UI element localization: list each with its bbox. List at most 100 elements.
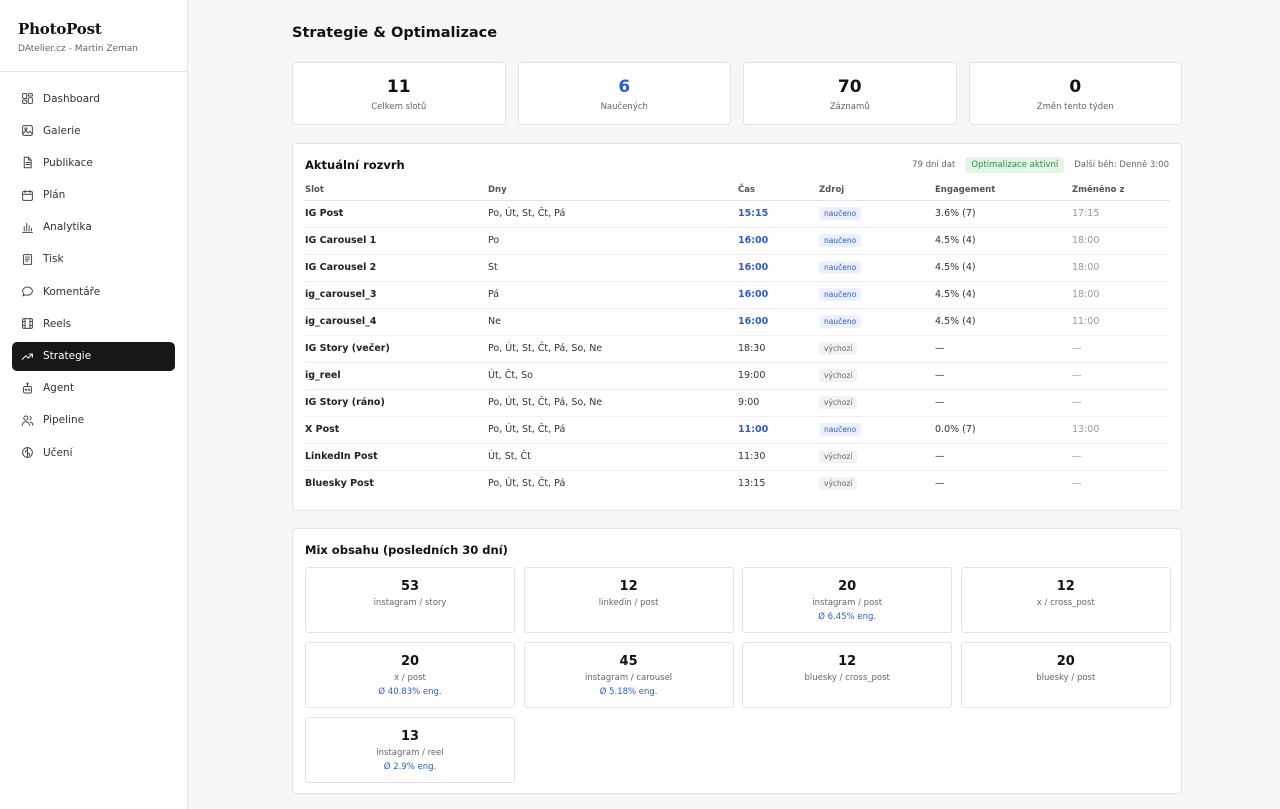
mix-item: 12 linkedin / post xyxy=(523,567,734,633)
schedule-body: IG Post Po, Út, St, Čt, Pá 15:15 naučeno 3.6… xyxy=(305,200,1170,497)
table-row[interactable]: IG Story (večer) Po, Út, St, Čt, Pá, So, … xyxy=(305,335,1170,363)
sidebar-item-dashboard[interactable]: Dashboard xyxy=(12,84,175,113)
sidebar-item-label: Analytika xyxy=(43,221,92,234)
slot-name: ig_reel xyxy=(305,362,488,390)
col-engagement[interactable]: Engagement xyxy=(935,181,1072,201)
table-row[interactable]: IG Carousel 2 St 16:00 naučeno 4.5% (4) 18:00 xyxy=(305,254,1170,282)
slot-days: Po xyxy=(488,227,738,255)
mix-count: 20 xyxy=(1056,654,1075,669)
mix-item: 45 instagram / carousel Ø 5.18% eng. xyxy=(523,642,734,708)
slot-changed-from: — xyxy=(1072,362,1170,390)
slot-source-cell: výchozí xyxy=(819,470,935,497)
table-row[interactable]: IG Post Po, Út, St, Čt, Pá 15:15 naučeno 3.6… xyxy=(305,200,1170,228)
mix-label: instagram / story xyxy=(373,598,447,608)
table-row[interactable]: ig_reel Út, Čt, So 19:00 výchozí — — xyxy=(305,362,1170,390)
schedule-card: Aktuální rozvrh 79 dní dat Optimalizace … xyxy=(292,143,1182,511)
status-badge: Optimalizace aktivní xyxy=(965,157,1065,173)
slot-time: 9:00 xyxy=(738,389,819,417)
sidebar-item-komentare[interactable]: Komentáře xyxy=(12,277,175,306)
brain-icon xyxy=(22,447,33,458)
col-time[interactable]: Čas xyxy=(738,181,819,201)
slot-engagement: 4.5% (4) xyxy=(935,254,1072,282)
print-icon xyxy=(22,254,33,265)
mix-count: 12 xyxy=(838,654,857,669)
sidebar-item-reels[interactable]: Reels xyxy=(12,309,175,338)
slot-days: Út, Čt, So xyxy=(488,362,738,390)
slot-source-cell: naučeno xyxy=(819,254,935,282)
mix-item: 12 x / cross_post xyxy=(960,567,1171,633)
document-icon xyxy=(23,157,32,169)
slot-changed-from: 18:00 xyxy=(1072,281,1170,309)
sidebar-item-uceni[interactable]: Učení xyxy=(12,438,175,467)
sidebar-item-label: Reels xyxy=(43,317,72,330)
table-row[interactable]: LinkedIn Post Út, St, Čt 11:30 výchozí — — xyxy=(305,443,1170,471)
slot-time: 16:00 xyxy=(738,308,819,336)
slot-engagement: — xyxy=(935,335,1072,363)
slot-source-cell: naučeno xyxy=(819,281,935,309)
slot-source-cell: naučeno xyxy=(819,227,935,255)
sidebar-item-plan[interactable]: Plán xyxy=(12,181,175,210)
table-row[interactable]: IG Story (ráno) Po, Út, St, Čt, Pá, So, N… xyxy=(305,389,1170,417)
source-badge: naučeno xyxy=(819,261,862,274)
col-changed[interactable]: Změněno z xyxy=(1072,181,1170,201)
mix-count: 12 xyxy=(619,579,638,594)
table-row[interactable]: ig_carousel_4 Ne 16:00 naučeno 4.5% (4) 11:00 xyxy=(305,308,1170,336)
next-run: Další běh: Denně 3:00 xyxy=(1074,160,1169,170)
table-row[interactable]: Bluesky Post Po, Út, St, Čt, Pá 13:15 výcho… xyxy=(305,470,1170,497)
slot-engagement: 4.5% (4) xyxy=(935,227,1072,255)
slot-changed-from: — xyxy=(1072,335,1170,363)
col-slot[interactable]: Slot xyxy=(305,181,488,201)
table-row[interactable]: ig_carousel_3 Pá 16:00 naučeno 4.5% (4) 18:00 xyxy=(305,281,1170,309)
mix-count: 20 xyxy=(838,579,857,594)
mix-count: 53 xyxy=(400,579,420,594)
sidebar-item-pipeline[interactable]: Pipeline xyxy=(12,406,175,435)
mix-engagement: Ø 2.9% eng. xyxy=(383,762,437,772)
page-title: Strategie & Optimalizace xyxy=(292,25,498,41)
slot-days: St xyxy=(488,254,738,282)
slot-name: IG Carousel 2 xyxy=(305,254,488,282)
schedule-meta: 79 dní dat Optimalizace aktivní Další bě… xyxy=(912,157,1169,173)
col-source[interactable]: Zdroj xyxy=(819,181,935,201)
table-row[interactable]: X Post Po, Út, St, Čt, Pá 11:00 naučeno 0.0%… xyxy=(305,416,1170,444)
slot-name: IG Carousel 1 xyxy=(305,227,488,255)
slot-source-cell: výchozí xyxy=(819,443,935,471)
mix-count: 13 xyxy=(400,729,420,744)
content-mix-card: Mix obsahu (posledních 30 dní) 53 instagr… xyxy=(292,528,1182,794)
stat-label: Naučených xyxy=(600,102,648,112)
sidebar-item-publikace[interactable]: Publikace xyxy=(12,148,175,177)
dashboard-icon xyxy=(22,93,33,104)
mix-count: 12 xyxy=(1056,579,1075,594)
slot-name: ig_carousel_3 xyxy=(305,281,488,309)
slot-changed-from: 11:00 xyxy=(1072,308,1170,336)
slot-engagement: 0.0% (7) xyxy=(935,416,1072,444)
slot-name: Bluesky Post xyxy=(305,478,374,490)
slot-name: IG Story (ráno) xyxy=(305,389,488,417)
sidebar-item-galerie[interactable]: Galerie xyxy=(12,116,175,145)
mix-engagement: Ø 5.18% eng. xyxy=(599,687,658,697)
source-badge: výchozí xyxy=(819,369,858,382)
slot-changed-from: — xyxy=(1072,478,1082,490)
sidebar-item-analytika[interactable]: Analytika xyxy=(12,213,175,242)
gallery-icon xyxy=(22,125,33,137)
slot-time: 16:00 xyxy=(738,281,819,309)
mix-label: x / cross_post xyxy=(1036,598,1095,608)
mix-item: 53 instagram / story xyxy=(305,567,515,633)
col-days[interactable]: Dny xyxy=(488,181,738,201)
stat-value: 70 xyxy=(837,77,862,97)
brand-subtitle: DAtelier.cz - Martin Zeman xyxy=(18,44,139,54)
sidebar-item-tisk[interactable]: Tisk xyxy=(12,245,175,274)
sidebar-item-agent[interactable]: Agent xyxy=(12,374,175,403)
sidebar-item-label: Agent xyxy=(43,382,75,395)
sidebar-item-label: Dashboard xyxy=(43,92,100,105)
source-badge: naučeno xyxy=(819,234,862,247)
mix-item: 20 bluesky / post xyxy=(960,642,1171,708)
slot-time: 11:00 xyxy=(738,416,819,444)
calendar-icon xyxy=(22,189,33,201)
slot-days: Pá xyxy=(488,281,738,309)
sidebar-item-label: Tisk xyxy=(43,253,64,266)
table-row[interactable]: IG Carousel 1 Po 16:00 naučeno 4.5% (4) 18:00 xyxy=(305,227,1170,255)
sidebar-item-strategie[interactable]: Strategie xyxy=(12,341,175,371)
sidebar-item-label: Učení xyxy=(43,446,73,459)
users-icon xyxy=(21,415,34,426)
mix-label: linkedin / post xyxy=(598,598,659,608)
